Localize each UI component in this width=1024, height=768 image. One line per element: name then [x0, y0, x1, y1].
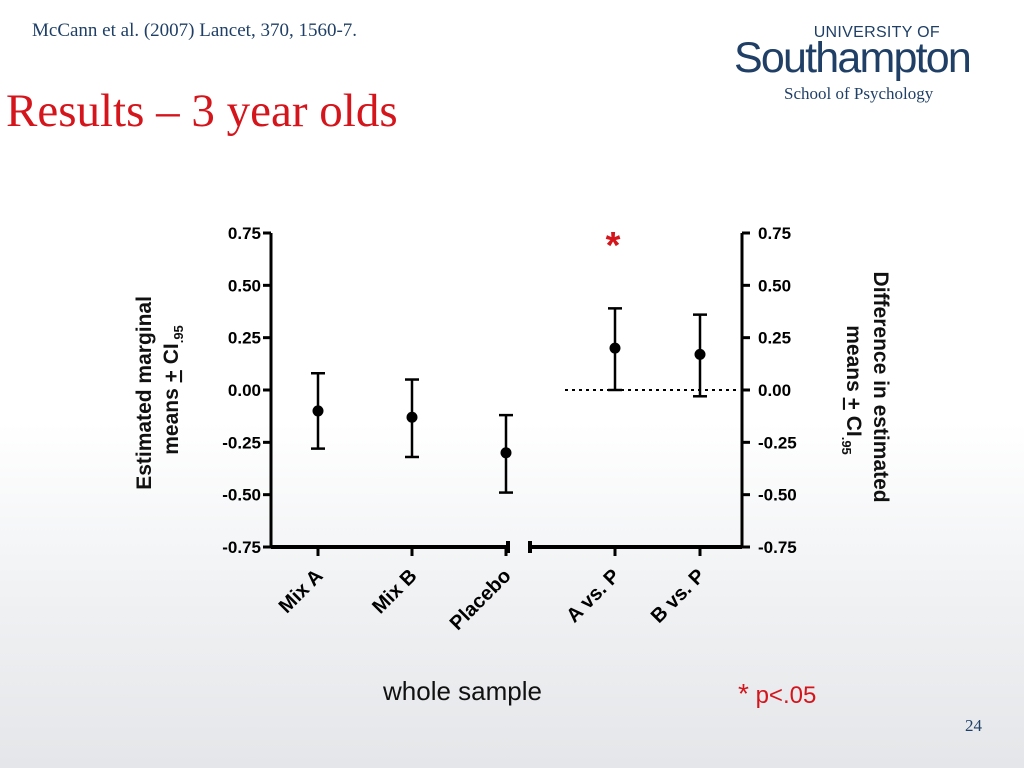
right-y-tick-label: -0.50 — [758, 486, 797, 505]
mean-point — [406, 411, 418, 423]
right-error-bar — [693, 313, 707, 398]
left-y-tick-label: 0.75 — [228, 224, 261, 243]
left-y-tick-label: -0.25 — [222, 433, 261, 452]
left-y-axis-label: Estimated marginal means + CI.95 — [133, 290, 186, 490]
x-tick-label: Mix A — [275, 565, 328, 618]
right-y-tick-label: 0.25 — [758, 329, 791, 348]
left-error-bar — [499, 413, 513, 494]
left-y-tick-label: -0.50 — [222, 486, 261, 505]
logo-university-of: UNIVERSITY OF — [813, 24, 940, 41]
significance-note: * p<.05 — [738, 678, 816, 710]
left-y-tick-label: 0.25 — [228, 329, 261, 348]
x-axis-caption: whole sample — [383, 676, 542, 706]
logo-school: School of Psychology — [784, 84, 934, 103]
right-y-tick-label: 0.00 — [758, 381, 791, 400]
x-tick-labels: Mix A Mix B Placebo A vs. P B vs. P — [275, 565, 710, 635]
x-tick-label: Mix B — [368, 565, 421, 618]
mean-point — [609, 342, 621, 354]
right-y-axis-label: Difference in estimated means + CI.95 — [839, 272, 892, 509]
left-y-tick-label: -0.75 — [222, 538, 261, 557]
right-y-tick-label: 0.75 — [758, 224, 791, 243]
x-tick-label: Placebo — [446, 565, 516, 635]
page-number: 24 — [965, 716, 982, 735]
error-bars — [311, 307, 707, 494]
x-axes — [271, 541, 742, 556]
slide-title: Results – 3 year olds — [6, 85, 398, 137]
university-logo: UNIVERSITY OF Southampton School of Psyc… — [734, 24, 984, 108]
significance-star: * — [738, 678, 749, 709]
right-y-tick-label: 0.50 — [758, 276, 791, 295]
left-error-bar — [311, 372, 325, 450]
mean-point — [312, 405, 324, 417]
left-y-tick-label: 0.50 — [228, 276, 261, 295]
citation: McCann et al. (2007) Lancet, 370, 1560-7… — [32, 20, 358, 41]
left-error-bar — [405, 378, 419, 459]
significance-text: p<.05 — [755, 682, 817, 709]
left-y-axis: 0.75 0.50 0.25 0.00 -0.25 -0.50 -0.75 — [222, 224, 273, 557]
x-tick-label: A vs. P — [562, 565, 624, 627]
right-y-tick-label: -0.25 — [758, 433, 797, 452]
right-error-bar — [608, 307, 622, 392]
significance-asterisk: * — [606, 225, 621, 267]
annotations: * — [606, 225, 621, 267]
x-tick-label: B vs. P — [647, 565, 710, 628]
left-y-tick-label: 0.00 — [228, 381, 261, 400]
mean-point — [500, 447, 512, 459]
right-y-tick-label: -0.75 — [758, 538, 797, 557]
mean-point — [694, 348, 706, 360]
logo-southampton: Southampton — [734, 34, 972, 82]
error-bar-chart: 0.75 0.50 0.25 0.00 -0.25 -0.50 -0.75 0.75 0.50… — [133, 224, 892, 635]
right-y-axis: 0.75 0.50 0.25 0.00 -0.25 -0.50 -0.75 — [740, 224, 797, 557]
